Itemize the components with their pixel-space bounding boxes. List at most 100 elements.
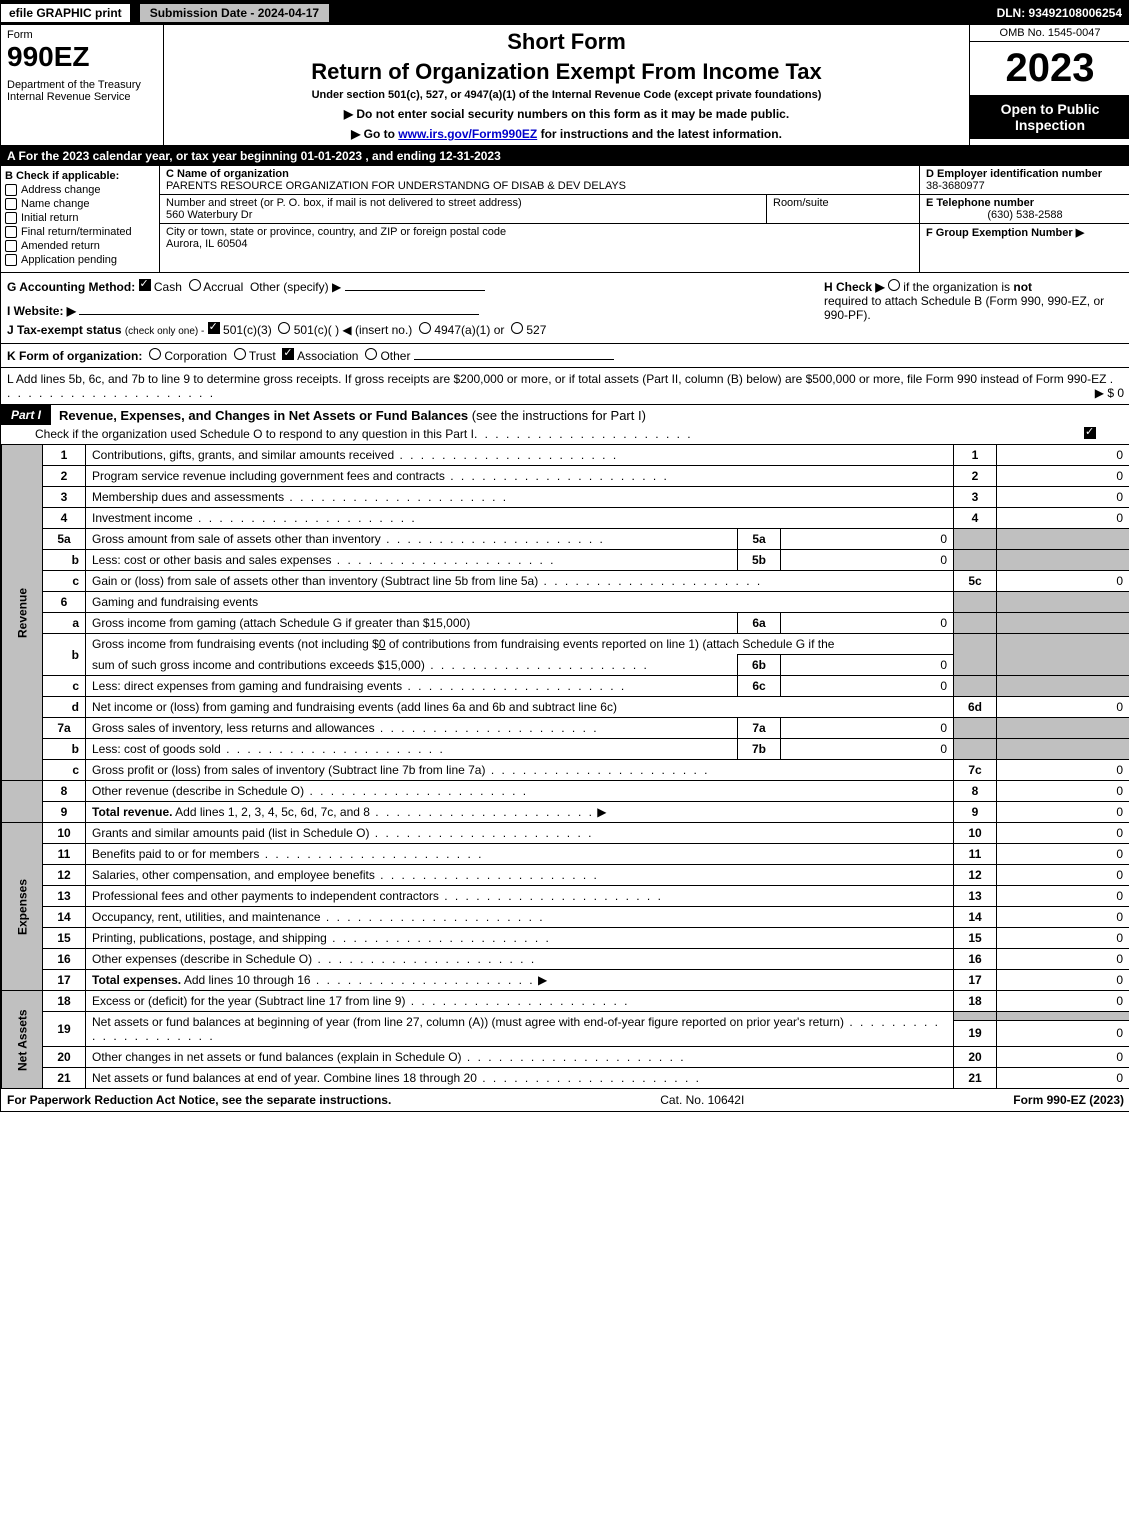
expenses-side-label: Expenses [2, 823, 43, 991]
footer: For Paperwork Reduction Act Notice, see … [1, 1089, 1129, 1111]
schedule-o-checkbox[interactable] [1084, 427, 1096, 439]
other-checkbox[interactable] [365, 348, 377, 360]
table-row: 17 Total expenses. Add lines 10 through … [2, 970, 1129, 991]
line-h: H Check ▶ if the organization is not req… [824, 279, 1124, 337]
dln-number: DLN: 93492108006254 [997, 6, 1129, 20]
check-initial-return[interactable]: Initial return [5, 212, 155, 224]
table-row: a Gross income from gaming (attach Sched… [2, 613, 1129, 634]
table-row: 7a Gross sales of inventory, less return… [2, 718, 1129, 739]
cash-checkbox[interactable] [139, 279, 151, 291]
open-public-badge: Open to Public Inspection [970, 95, 1129, 139]
table-row: 3 Membership dues and assessments 3 0 [2, 487, 1129, 508]
c-label: C Name of organization [166, 168, 289, 180]
part1-table: Revenue 1 Contributions, gifts, grants, … [1, 444, 1129, 1089]
header-center: Short Form Return of Organization Exempt… [164, 25, 969, 145]
org-name: PARENTS RESOURCE ORGANIZATION FOR UNDERS… [166, 180, 626, 192]
tel-value: (630) 538-2588 [926, 209, 1124, 221]
501c-checkbox[interactable] [278, 322, 290, 334]
section-b: B Check if applicable: Address change Na… [1, 166, 1129, 273]
address-block: Number and street (or P. O. box, if mail… [160, 195, 766, 223]
part1-header: Part I Revenue, Expenses, and Changes in… [1, 405, 1129, 425]
group-block: F Group Exemption Number ▶ [920, 224, 1129, 241]
f-label: F Group Exemption Number ▶ [926, 227, 1084, 239]
return-title: Return of Organization Exempt From Incom… [172, 59, 961, 85]
goto-suffix: for instructions and the latest informat… [537, 127, 782, 141]
table-row: 5a Gross amount from sale of assets othe… [2, 529, 1129, 550]
line-j: J Tax-exempt status (check only one) - 5… [7, 322, 824, 337]
city-block: City or town, state or province, country… [160, 224, 919, 252]
check-name-change[interactable]: Name change [5, 198, 155, 210]
website-input[interactable] [79, 314, 479, 315]
527-checkbox[interactable] [511, 322, 523, 334]
table-row: 8 Other revenue (describe in Schedule O)… [2, 781, 1129, 802]
table-row: 19 Net assets or fund balances at beginn… [2, 1012, 1129, 1021]
table-row: 4 Investment income 4 0 [2, 508, 1129, 529]
corp-checkbox[interactable] [149, 348, 161, 360]
table-row: 12 Salaries, other compensation, and emp… [2, 865, 1129, 886]
other-org-input[interactable] [414, 359, 614, 360]
checkbox-icon [5, 226, 17, 238]
checkbox-icon [5, 240, 17, 252]
table-row: 13 Professional fees and other payments … [2, 886, 1129, 907]
d-label: D Employer identification number [926, 168, 1124, 180]
ein-value: 38-3680977 [926, 180, 1124, 192]
check-address-change[interactable]: Address change [5, 184, 155, 196]
table-row: 2 Program service revenue including gove… [2, 466, 1129, 487]
assoc-checkbox[interactable] [282, 348, 294, 360]
line-i: I Website: ▶ [7, 304, 824, 318]
e-label: E Telephone number [926, 197, 1124, 209]
header-left: Form 990EZ Department of the Treasury In… [1, 25, 164, 145]
part1-sub: Check if the organization used Schedule … [1, 425, 1129, 444]
cat-number: Cat. No. 10642I [660, 1093, 744, 1107]
table-row: 9 Total revenue. Add lines 1, 2, 3, 4, 5… [2, 802, 1129, 823]
table-row: b Gross income from fundraising events (… [2, 634, 1129, 655]
checkbox-icon [5, 198, 17, 210]
ein-block: D Employer identification number 38-3680… [920, 166, 1129, 195]
city-label: City or town, state or province, country… [166, 226, 506, 238]
b-header: B Check if applicable: [5, 170, 155, 182]
header-block: Form 990EZ Department of the Treasury In… [1, 25, 1129, 146]
accrual-checkbox[interactable] [189, 279, 201, 291]
table-row: b Less: cost of goods sold 7b 0 [2, 739, 1129, 760]
check-amended-return[interactable]: Amended return [5, 240, 155, 252]
goto-line: ▶ Go to www.irs.gov/Form990EZ for instru… [172, 127, 961, 141]
no-ssn-line: ▶ Do not enter social security numbers o… [172, 107, 961, 121]
revenue-side-label: Revenue [2, 445, 43, 781]
submission-date: Submission Date - 2024-04-17 [138, 2, 331, 24]
line-l: L Add lines 5b, 6c, and 7b to line 9 to … [1, 368, 1129, 405]
table-row: 6 Gaming and fundraising events [2, 592, 1129, 613]
col-b-right: D Employer identification number 38-3680… [919, 166, 1129, 272]
501c3-checkbox[interactable] [208, 322, 220, 334]
paperwork-notice: For Paperwork Reduction Act Notice, see … [7, 1093, 391, 1107]
table-row: 16 Other expenses (describe in Schedule … [2, 949, 1129, 970]
department-label: Department of the Treasury Internal Reve… [7, 79, 157, 103]
header-right: OMB No. 1545-0047 2023 Open to Public In… [969, 25, 1129, 145]
h-checkbox[interactable] [888, 279, 900, 291]
line-g: G Accounting Method: Cash Accrual Other … [7, 279, 824, 294]
4947-checkbox[interactable] [419, 322, 431, 334]
table-row: c Gain or (loss) from sale of assets oth… [2, 571, 1129, 592]
table-row: Expenses 10 Grants and similar amounts p… [2, 823, 1129, 844]
misc-block: G Accounting Method: Cash Accrual Other … [1, 273, 1129, 344]
efile-label[interactable]: efile GRAPHIC print [1, 4, 130, 22]
part1-label: Part I [1, 405, 51, 425]
check-final-return[interactable]: Final return/terminated [5, 226, 155, 238]
line-l-value: ▶ $ 0 [1095, 386, 1124, 400]
line-k: K Form of organization: Corporation Trus… [1, 344, 1129, 368]
table-row: c Less: direct expenses from gaming and … [2, 676, 1129, 697]
table-row: 15 Printing, publications, postage, and … [2, 928, 1129, 949]
irs-link[interactable]: www.irs.gov/Form990EZ [398, 127, 537, 141]
table-row: 21 Net assets or fund balances at end of… [2, 1068, 1129, 1089]
col-b-checkboxes: B Check if applicable: Address change Na… [1, 166, 160, 272]
check-application-pending[interactable]: Application pending [5, 254, 155, 266]
room-suite: Room/suite [766, 195, 919, 223]
omb-number: OMB No. 1545-0047 [970, 25, 1129, 42]
other-specify-input[interactable] [345, 290, 485, 291]
goto-prefix: ▶ Go to [351, 127, 398, 141]
form-label: Form [7, 29, 157, 41]
table-row: c Gross profit or (loss) from sales of i… [2, 760, 1129, 781]
address-row: Number and street (or P. O. box, if mail… [160, 195, 919, 224]
checkbox-icon [5, 184, 17, 196]
subtitle: Under section 501(c), 527, or 4947(a)(1)… [172, 89, 961, 101]
trust-checkbox[interactable] [234, 348, 246, 360]
